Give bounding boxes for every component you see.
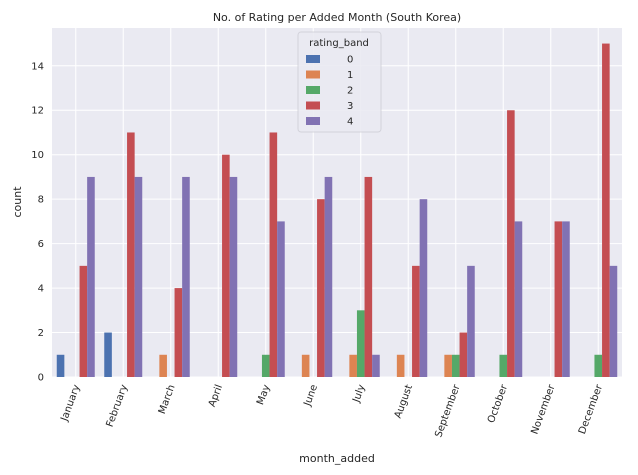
bar-june-band-3 [317, 199, 325, 377]
bar-september-band-2 [451, 354, 460, 377]
x-tick-label-march: March [157, 383, 178, 415]
bar-september-band-4 [467, 265, 475, 377]
bar-july-band-1 [349, 354, 357, 377]
bar-may-band-3 [269, 132, 278, 377]
bars [56, 43, 618, 377]
legend-label-4: 4 [347, 117, 353, 128]
bar-march-band-1 [159, 354, 167, 377]
x-tick-label-august: August [393, 383, 415, 420]
bar-march-band-3 [174, 288, 183, 377]
y-tick-label: 4 [38, 284, 44, 295]
x-tick-label-october: October [486, 382, 510, 424]
legend-items: 0 1 2 3 4 [306, 55, 353, 128]
bar-march-band-4 [182, 176, 190, 377]
legend-label-0: 0 [347, 55, 353, 66]
bar-october-band-2 [499, 354, 508, 377]
bar-november-band-3 [554, 221, 563, 377]
y-tick-label: 0 [38, 373, 44, 384]
bar-january-band-0 [56, 354, 65, 377]
bar-july-band-4 [372, 354, 380, 377]
y-tick-labels: 0 2 4 6 8 10 12 14 [31, 61, 44, 383]
legend: rating_band 0 1 2 3 4 [297, 31, 382, 133]
legend-label-2: 2 [347, 86, 353, 97]
bar-may-band-2 [261, 354, 270, 377]
bar-january-band-3 [79, 265, 88, 377]
x-tick-label-september: September [433, 382, 463, 439]
legend-swatch-4 [306, 117, 320, 125]
x-tick-label-april: April [207, 383, 225, 408]
legend-swatch-3 [306, 101, 320, 110]
bar-april-band-3 [222, 154, 230, 377]
x-tick-labels: January February March April May June July Augu… [59, 382, 605, 439]
bar-october-band-3 [507, 110, 515, 377]
bar-june-band-1 [301, 354, 310, 377]
bar-april-band-4 [229, 176, 238, 377]
legend-title: rating_band [309, 38, 369, 49]
y-axis-label: count [11, 186, 24, 218]
bar-august-band-1 [396, 354, 405, 377]
legend-swatch-1 [306, 70, 320, 79]
bar-february-band-0 [104, 332, 112, 377]
y-tick-label: 2 [38, 328, 44, 339]
bar-september-band-1 [444, 354, 452, 377]
bar-february-band-3 [127, 132, 135, 377]
bar-august-band-3 [412, 265, 420, 377]
bar-august-band-4 [419, 199, 428, 377]
x-tick-label-february: February [105, 383, 131, 428]
y-tick-label: 10 [31, 150, 44, 161]
legend-swatch-0 [306, 55, 320, 63]
bar-july-band-2 [356, 310, 365, 377]
y-tick-label: 8 [38, 195, 44, 206]
bar-january-band-4 [87, 176, 95, 377]
x-tick-label-may: May [255, 383, 272, 406]
y-tick-label: 12 [31, 106, 44, 117]
bar-february-band-4 [134, 176, 143, 377]
bar-may-band-4 [277, 221, 285, 377]
x-tick-label-january: January [59, 383, 83, 423]
bar-july-band-3 [364, 176, 373, 377]
x-tick-label-december: December [577, 382, 605, 435]
y-tick-label: 6 [38, 239, 44, 250]
legend-label-1: 1 [347, 70, 353, 81]
bar-june-band-4 [324, 176, 333, 377]
bar-september-band-3 [459, 332, 468, 377]
bar-november-band-4 [562, 221, 570, 377]
x-tick-label-november: November [529, 382, 557, 435]
bar-december-band-2 [594, 354, 603, 377]
x-tick-label-june: June [302, 383, 320, 408]
legend-label-3: 3 [347, 101, 353, 112]
y-tick-label: 14 [31, 61, 44, 72]
bar-december-band-4 [609, 265, 618, 377]
bar-december-band-3 [602, 43, 610, 377]
x-tick-label-july: July [351, 383, 368, 405]
x-axis-label: month_added [299, 452, 375, 465]
gridlines [52, 28, 622, 378]
bar-october-band-4 [514, 221, 523, 377]
chart-title: No. of Rating per Added Month (South Kor… [213, 11, 461, 24]
legend-swatch-2 [306, 86, 320, 94]
